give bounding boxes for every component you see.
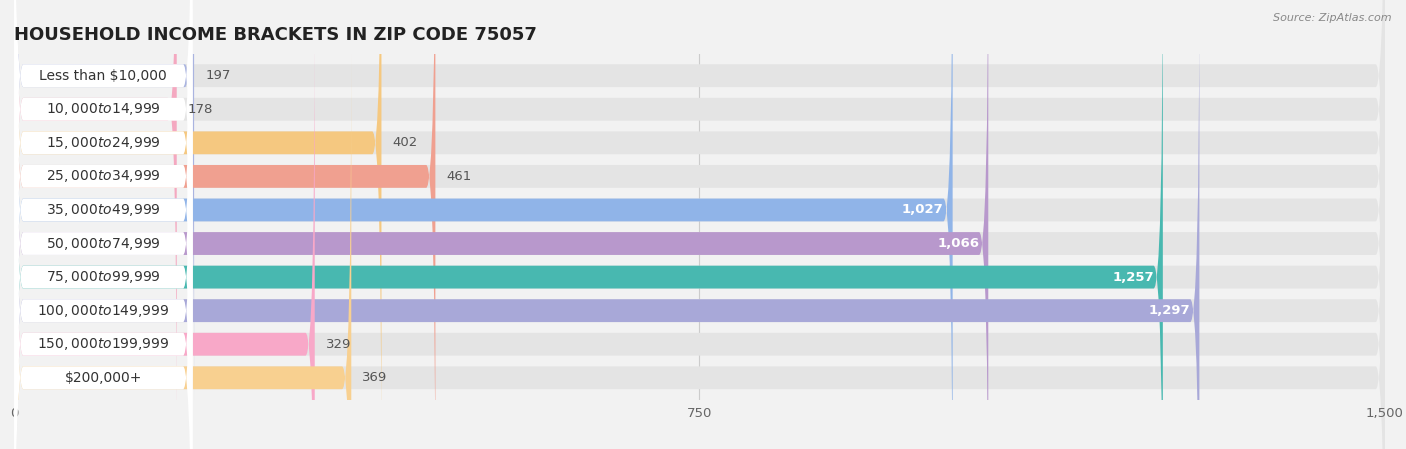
FancyBboxPatch shape [14, 0, 193, 449]
Text: Less than $10,000: Less than $10,000 [39, 69, 167, 83]
FancyBboxPatch shape [14, 20, 193, 449]
Text: 402: 402 [392, 136, 418, 150]
Text: 178: 178 [188, 103, 214, 116]
FancyBboxPatch shape [14, 20, 315, 449]
FancyBboxPatch shape [14, 0, 1385, 449]
Text: 461: 461 [446, 170, 471, 183]
FancyBboxPatch shape [14, 0, 436, 449]
FancyBboxPatch shape [14, 0, 1385, 434]
FancyBboxPatch shape [14, 0, 1385, 449]
FancyBboxPatch shape [14, 0, 381, 449]
Text: Source: ZipAtlas.com: Source: ZipAtlas.com [1274, 13, 1392, 23]
FancyBboxPatch shape [14, 0, 1385, 449]
Text: 1,297: 1,297 [1149, 304, 1191, 317]
Text: $10,000 to $14,999: $10,000 to $14,999 [46, 101, 160, 117]
Text: 329: 329 [326, 338, 352, 351]
FancyBboxPatch shape [14, 0, 988, 449]
FancyBboxPatch shape [14, 0, 953, 449]
FancyBboxPatch shape [14, 0, 193, 449]
FancyBboxPatch shape [14, 0, 193, 449]
Text: $100,000 to $149,999: $100,000 to $149,999 [37, 303, 169, 319]
FancyBboxPatch shape [14, 0, 193, 449]
Text: $50,000 to $74,999: $50,000 to $74,999 [46, 236, 160, 251]
FancyBboxPatch shape [14, 0, 1385, 449]
FancyBboxPatch shape [14, 0, 193, 434]
FancyBboxPatch shape [14, 0, 1385, 449]
Text: 197: 197 [205, 69, 231, 82]
FancyBboxPatch shape [14, 0, 1163, 449]
Text: $75,000 to $99,999: $75,000 to $99,999 [46, 269, 160, 285]
Text: $25,000 to $34,999: $25,000 to $34,999 [46, 168, 160, 185]
FancyBboxPatch shape [14, 0, 1385, 449]
FancyBboxPatch shape [14, 0, 193, 449]
Text: $15,000 to $24,999: $15,000 to $24,999 [46, 135, 160, 151]
FancyBboxPatch shape [14, 0, 193, 449]
Text: HOUSEHOLD INCOME BRACKETS IN ZIP CODE 75057: HOUSEHOLD INCOME BRACKETS IN ZIP CODE 75… [14, 26, 537, 44]
Text: 1,257: 1,257 [1112, 271, 1154, 284]
FancyBboxPatch shape [14, 53, 1385, 449]
FancyBboxPatch shape [14, 53, 193, 449]
Text: 1,066: 1,066 [938, 237, 979, 250]
FancyBboxPatch shape [14, 0, 1199, 449]
FancyBboxPatch shape [14, 0, 177, 434]
FancyBboxPatch shape [14, 53, 352, 449]
FancyBboxPatch shape [14, 0, 1385, 400]
Text: $35,000 to $49,999: $35,000 to $49,999 [46, 202, 160, 218]
Text: 1,027: 1,027 [901, 203, 943, 216]
FancyBboxPatch shape [14, 20, 1385, 449]
FancyBboxPatch shape [14, 0, 193, 400]
Text: 369: 369 [363, 371, 388, 384]
Text: $200,000+: $200,000+ [65, 371, 142, 385]
Text: $150,000 to $199,999: $150,000 to $199,999 [37, 336, 169, 352]
FancyBboxPatch shape [14, 0, 194, 400]
